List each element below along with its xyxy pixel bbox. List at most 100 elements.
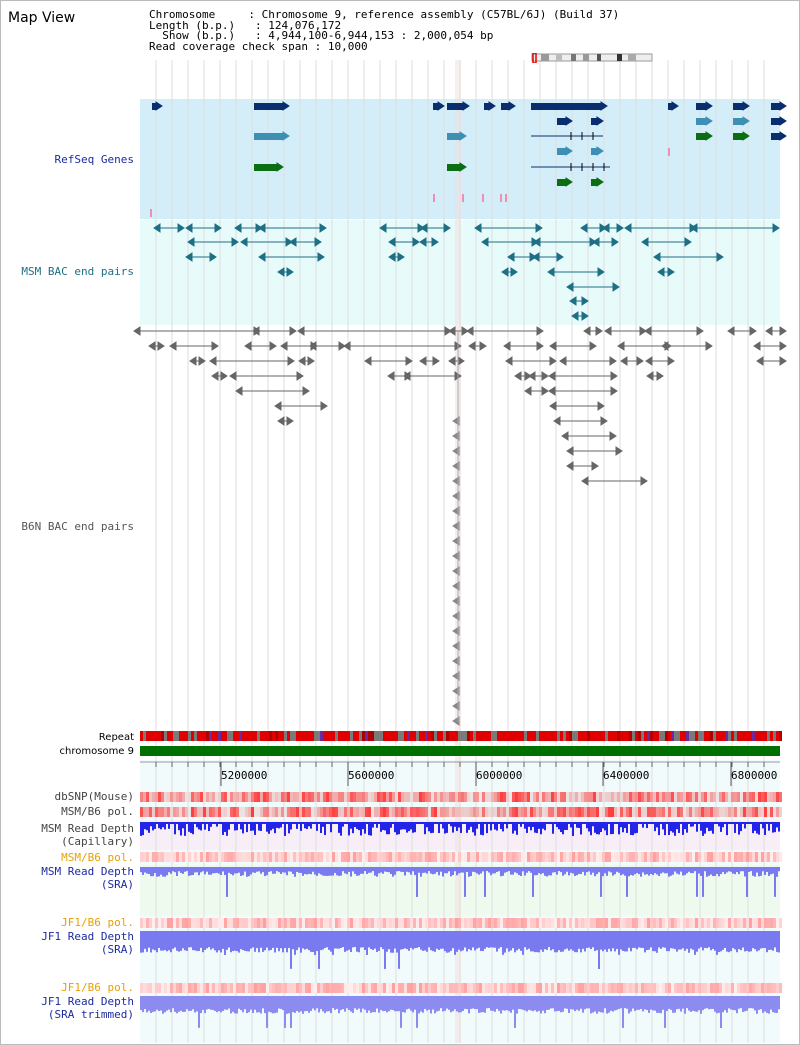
refseq-gene-arrow-16	[282, 131, 290, 141]
track-label-jf1-depth-trimmed[interactable]: JF1 Read Depth	[41, 995, 134, 1008]
pol-heat-cell	[185, 983, 188, 993]
depth-bar	[472, 822, 474, 833]
track-label-b6n-bac[interactable]: B6N BAC end pairs	[21, 520, 134, 533]
pol-heat-cell	[521, 792, 524, 802]
msm-bac-pair-19-end-right	[684, 237, 692, 247]
pol-heat-cell	[614, 807, 617, 817]
pol-heat-cell	[731, 983, 734, 993]
depth-bar	[646, 1004, 648, 1010]
depth-bar	[216, 867, 218, 873]
track-label-msm-depth-capillary[interactable]: MSM Read Depth	[41, 822, 134, 835]
depth-bar	[550, 943, 552, 951]
depth-bar	[712, 1004, 714, 1009]
pol-heat-cell	[695, 852, 698, 862]
depth-bar	[292, 822, 294, 824]
b6n-bac-pair-32-end-left	[756, 356, 764, 366]
pol-heat-cell	[371, 807, 374, 817]
ruler-label-4: 6400000	[603, 769, 650, 782]
pol-heat-cell	[206, 852, 209, 862]
pol-heat-cell	[416, 918, 419, 928]
track-label-jf1-pol-2[interactable]: JF1/B6 pol.	[61, 981, 134, 994]
pol-heat-cell	[512, 807, 515, 817]
depth-bar	[160, 1004, 162, 1011]
track-label-refseq-genes[interactable]: RefSeq Genes	[54, 153, 134, 166]
depth-bar	[174, 822, 176, 835]
depth-bar	[378, 822, 380, 824]
depth-bar	[386, 822, 388, 835]
depth-bar	[198, 822, 200, 830]
pol-heat-cell	[521, 807, 524, 817]
pol-heat-cell	[533, 807, 536, 817]
depth-bar	[328, 1004, 330, 1012]
track-label-msm-b6-pol-1[interactable]: MSM/B6 pol.	[61, 805, 134, 818]
track-label-msm-b6-pol-2[interactable]: MSM/B6 pol.	[61, 851, 134, 864]
depth-bar	[722, 1004, 724, 1013]
depth-bar	[506, 1004, 508, 1011]
depth-bar	[686, 822, 688, 833]
pol-heat-cell	[293, 852, 296, 862]
depth-bar	[518, 943, 520, 949]
repeat-segment	[239, 731, 242, 741]
depth-bar	[260, 943, 262, 948]
depth-bar	[476, 867, 478, 874]
depth-bar	[306, 822, 308, 830]
track-label-msm-bac[interactable]: MSM BAC end pairs	[21, 265, 134, 278]
depth-bar	[328, 867, 330, 876]
depth-bar	[754, 867, 756, 877]
repeat-segment	[188, 731, 191, 741]
repeat-segment	[236, 731, 239, 741]
track-label-chromosome[interactable]: chromosome 9	[59, 746, 134, 757]
pol-heat-cell	[266, 792, 269, 802]
depth-bar	[334, 867, 336, 873]
pol-heat-cell	[431, 983, 434, 993]
depth-bar	[304, 1004, 306, 1012]
depth-bar	[224, 1004, 226, 1010]
depth-bar	[658, 1004, 660, 1013]
depth-bar	[324, 867, 326, 876]
depth-bar	[768, 867, 770, 876]
depth-bar	[470, 943, 472, 951]
track-label-dbsnp[interactable]: dbSNP(Mouse)	[54, 790, 134, 803]
depth-bar	[140, 1004, 142, 1011]
repeat-segment	[734, 731, 737, 741]
depth-bar	[282, 822, 284, 824]
pol-heat-cell	[320, 918, 323, 928]
depth-bar	[240, 867, 242, 876]
depth-bar	[422, 943, 424, 951]
depth-bar	[772, 943, 774, 951]
pol-heat-cell	[611, 807, 614, 817]
pol-heat-cell	[218, 983, 221, 993]
depth-bar	[660, 822, 662, 824]
depth-bar	[764, 943, 766, 949]
depth-bar	[306, 943, 308, 949]
depth-bar	[596, 1004, 598, 1014]
pol-heat-cell	[266, 983, 269, 993]
pol-heat-cell	[596, 852, 599, 862]
depth-bar	[496, 867, 498, 873]
jf1-trim-fill	[140, 996, 780, 1004]
b6n-bac-pair-1-end-left	[252, 326, 260, 336]
track-label-msm-depth-sra[interactable]: MSM Read Depth	[41, 865, 134, 878]
track-label-jf1-depth-sra[interactable]: JF1 Read Depth	[41, 930, 134, 943]
depth-bar	[480, 1004, 482, 1013]
depth-bar	[152, 1004, 154, 1012]
depth-bar	[524, 822, 526, 829]
chromosome-ideogram[interactable]	[531, 53, 656, 63]
depth-bar	[186, 943, 188, 951]
depth-bar	[224, 822, 226, 832]
depth-bar	[376, 867, 378, 877]
pol-heat-cell	[401, 983, 404, 993]
depth-bar	[292, 1004, 294, 1013]
depth-bar	[226, 867, 228, 897]
pol-heat-cell	[590, 807, 593, 817]
pol-heat-cell	[698, 792, 701, 802]
pol-heat-cell	[182, 918, 185, 928]
depth-bar	[588, 943, 590, 948]
pol-heat-cell	[158, 983, 161, 993]
track-label-repeat[interactable]: Repeat	[98, 732, 134, 743]
pol-heat-cell	[230, 852, 233, 862]
b6n-bac-pair-12-end-right	[269, 341, 277, 351]
track-label-jf1-pol-1[interactable]: JF1/B6 pol.	[61, 916, 134, 929]
pol-heat-cell	[482, 852, 485, 862]
